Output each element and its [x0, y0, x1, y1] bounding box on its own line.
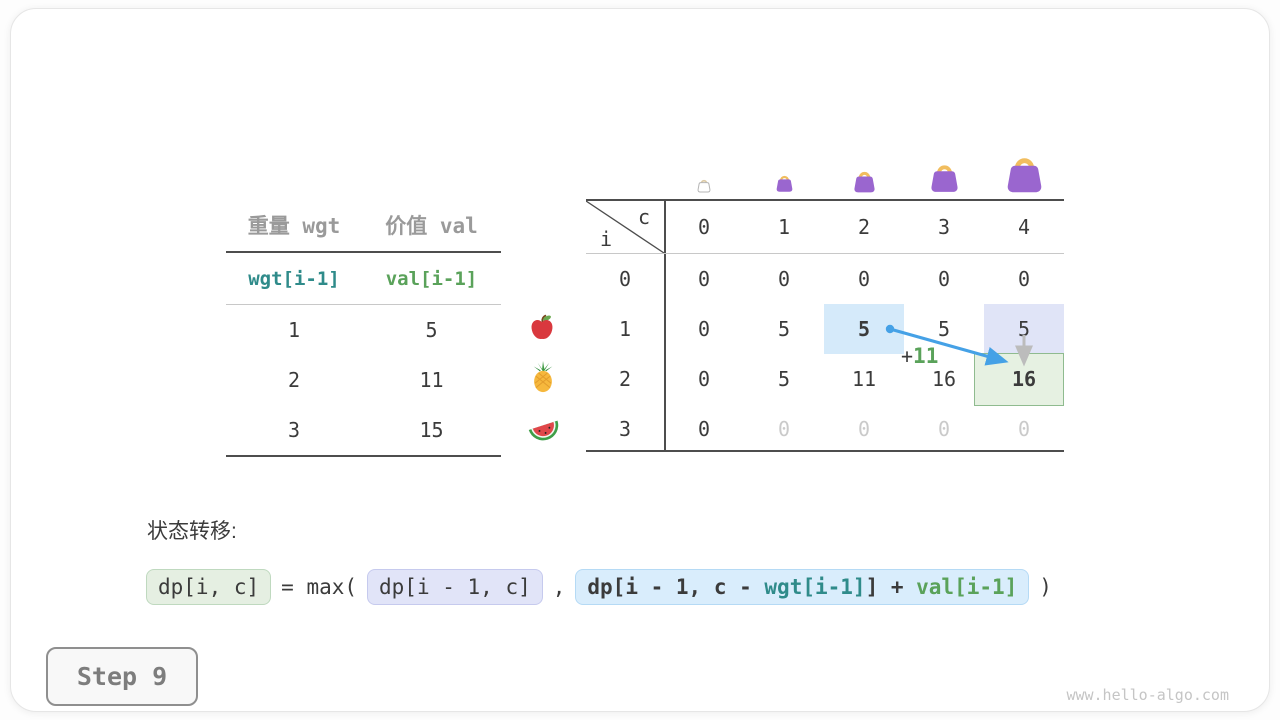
figure-card: 重量 wgt 价值 val wgt[i-1] val[i-1] 1 5 2 11…	[10, 8, 1270, 712]
bag-size-1-icon	[774, 172, 795, 197]
dp-cell-1-0: 0	[697, 317, 711, 341]
item-row-2: 2 11	[226, 355, 501, 405]
col-header-2: 2	[857, 215, 871, 239]
wgt-index-label: wgt[i-1]	[248, 267, 340, 290]
formula-lhs: dp[i, c]	[146, 569, 272, 605]
dp-cell-3-4: 0	[1017, 417, 1031, 441]
dp-row-3: 3 0 0 0 0 0	[586, 404, 1064, 454]
dp-cell-1-2: 5	[857, 317, 871, 341]
formula-operator: = max(	[281, 575, 358, 599]
item-row-3: 3 15	[226, 405, 501, 455]
apple-icon	[527, 313, 557, 343]
value-column-header: 价值 val	[385, 214, 478, 238]
column-variable-label: c	[637, 205, 650, 229]
dp-cell-2-4: 16	[1011, 367, 1037, 391]
item-1-weight: 1	[287, 318, 301, 342]
dp-cell-2-0: 0	[697, 367, 711, 391]
col-header-4: 4	[1017, 215, 1031, 239]
dp-cell-3-3: 0	[937, 417, 951, 441]
dp-cell-2-1: 5	[777, 367, 791, 391]
formula-closing-paren: )	[1039, 575, 1052, 599]
dp-row-1: 1 0 5 5 5 5	[586, 304, 1064, 354]
weight-column-header: 重量 wgt	[247, 214, 341, 238]
corner-diagonal-line	[586, 201, 664, 253]
val-index-label: val[i-1]	[385, 267, 478, 290]
dp-cell-0-1: 0	[777, 267, 791, 291]
watermelon-icon	[527, 411, 561, 445]
plus-sign: +	[901, 344, 914, 368]
item-1-value: 5	[425, 318, 438, 342]
col-header-0: 0	[697, 215, 711, 239]
dp-row-2: 2 0 5 11 16 16	[586, 354, 1064, 404]
dp-cell-0-0: 0	[697, 267, 711, 291]
dp-cell-3-1: 0	[777, 417, 791, 441]
formula-arg2: dp[i - 1, c - wgt[i-1]] + val[i-1]	[575, 569, 1030, 605]
site-watermark: www.hello-algo.com	[1066, 686, 1229, 704]
plus-value-annotation: +11	[901, 344, 938, 368]
dp-cell-3-0: 0	[697, 417, 711, 441]
row-header-2: 2	[618, 367, 632, 391]
item-3-weight: 3	[287, 418, 301, 442]
items-table: 重量 wgt 价值 val wgt[i-1] val[i-1] 1 5 2 11…	[226, 199, 501, 457]
dp-cell-2-3: 16	[931, 367, 957, 391]
dp-cell-1-1: 5	[777, 317, 791, 341]
item-3-value: 15	[419, 418, 444, 442]
step-button[interactable]: Step 9	[46, 647, 198, 706]
bag-empty-icon	[696, 177, 712, 197]
item-row-1: 1 5	[226, 305, 501, 355]
dp-cell-0-2: 0	[857, 267, 871, 291]
dp-cell-1-4: 5	[1017, 317, 1031, 341]
bag-size-4-icon	[1002, 150, 1047, 199]
row-variable-label: i	[600, 227, 613, 251]
added-value: 11	[913, 344, 939, 368]
row-header-3: 3	[618, 417, 632, 441]
item-2-value: 11	[419, 368, 444, 392]
row-header-1: 1	[618, 317, 632, 341]
dp-table-header-row: c i 0 1 2 3 4	[586, 201, 1064, 253]
item-2-weight: 2	[287, 368, 301, 392]
pineapple-icon	[527, 361, 559, 393]
dp-cell-3-2: 0	[857, 417, 871, 441]
items-table-header: 重量 wgt 价值 val	[226, 199, 501, 251]
formula-arg1: dp[i - 1, c]	[367, 569, 543, 605]
state-transition-formula: dp[i, c] = max( dp[i - 1, c] , dp[i - 1,…	[146, 569, 1052, 605]
arg2-val-term: val[i-1]	[916, 575, 1018, 599]
col-header-1: 1	[777, 215, 791, 239]
dp-cell-0-4: 0	[1017, 267, 1031, 291]
arg2-middle: ] +	[865, 575, 917, 599]
items-table-body: 1 5 2 11 3 15	[226, 304, 501, 457]
row-header-0: 0	[618, 267, 632, 291]
bag-size-3-icon	[927, 159, 962, 198]
dp-row-0: 0 0 0 0 0 0	[586, 254, 1064, 304]
state-transition-label: 状态转移:	[147, 520, 237, 543]
bag-size-2-icon	[851, 167, 878, 198]
arg2-prefix: dp[i - 1, c -	[587, 575, 765, 599]
dp-cell-0-3: 0	[937, 267, 951, 291]
dp-cell-2-2: 11	[851, 367, 877, 391]
dp-table-corner-cell: c i	[586, 201, 664, 253]
formula-separator: ,	[552, 575, 566, 599]
dp-table-vertical-rule	[664, 201, 666, 450]
dp-table-header-rule	[586, 253, 1064, 254]
dp-table: c i 0 1 2 3 4 0 0 0 0 0 0 1 0 5	[586, 199, 1064, 452]
col-header-3: 3	[937, 215, 951, 239]
arg2-wgt-term: wgt[i-1]	[764, 575, 866, 599]
items-table-index-row: wgt[i-1] val[i-1]	[226, 251, 501, 304]
